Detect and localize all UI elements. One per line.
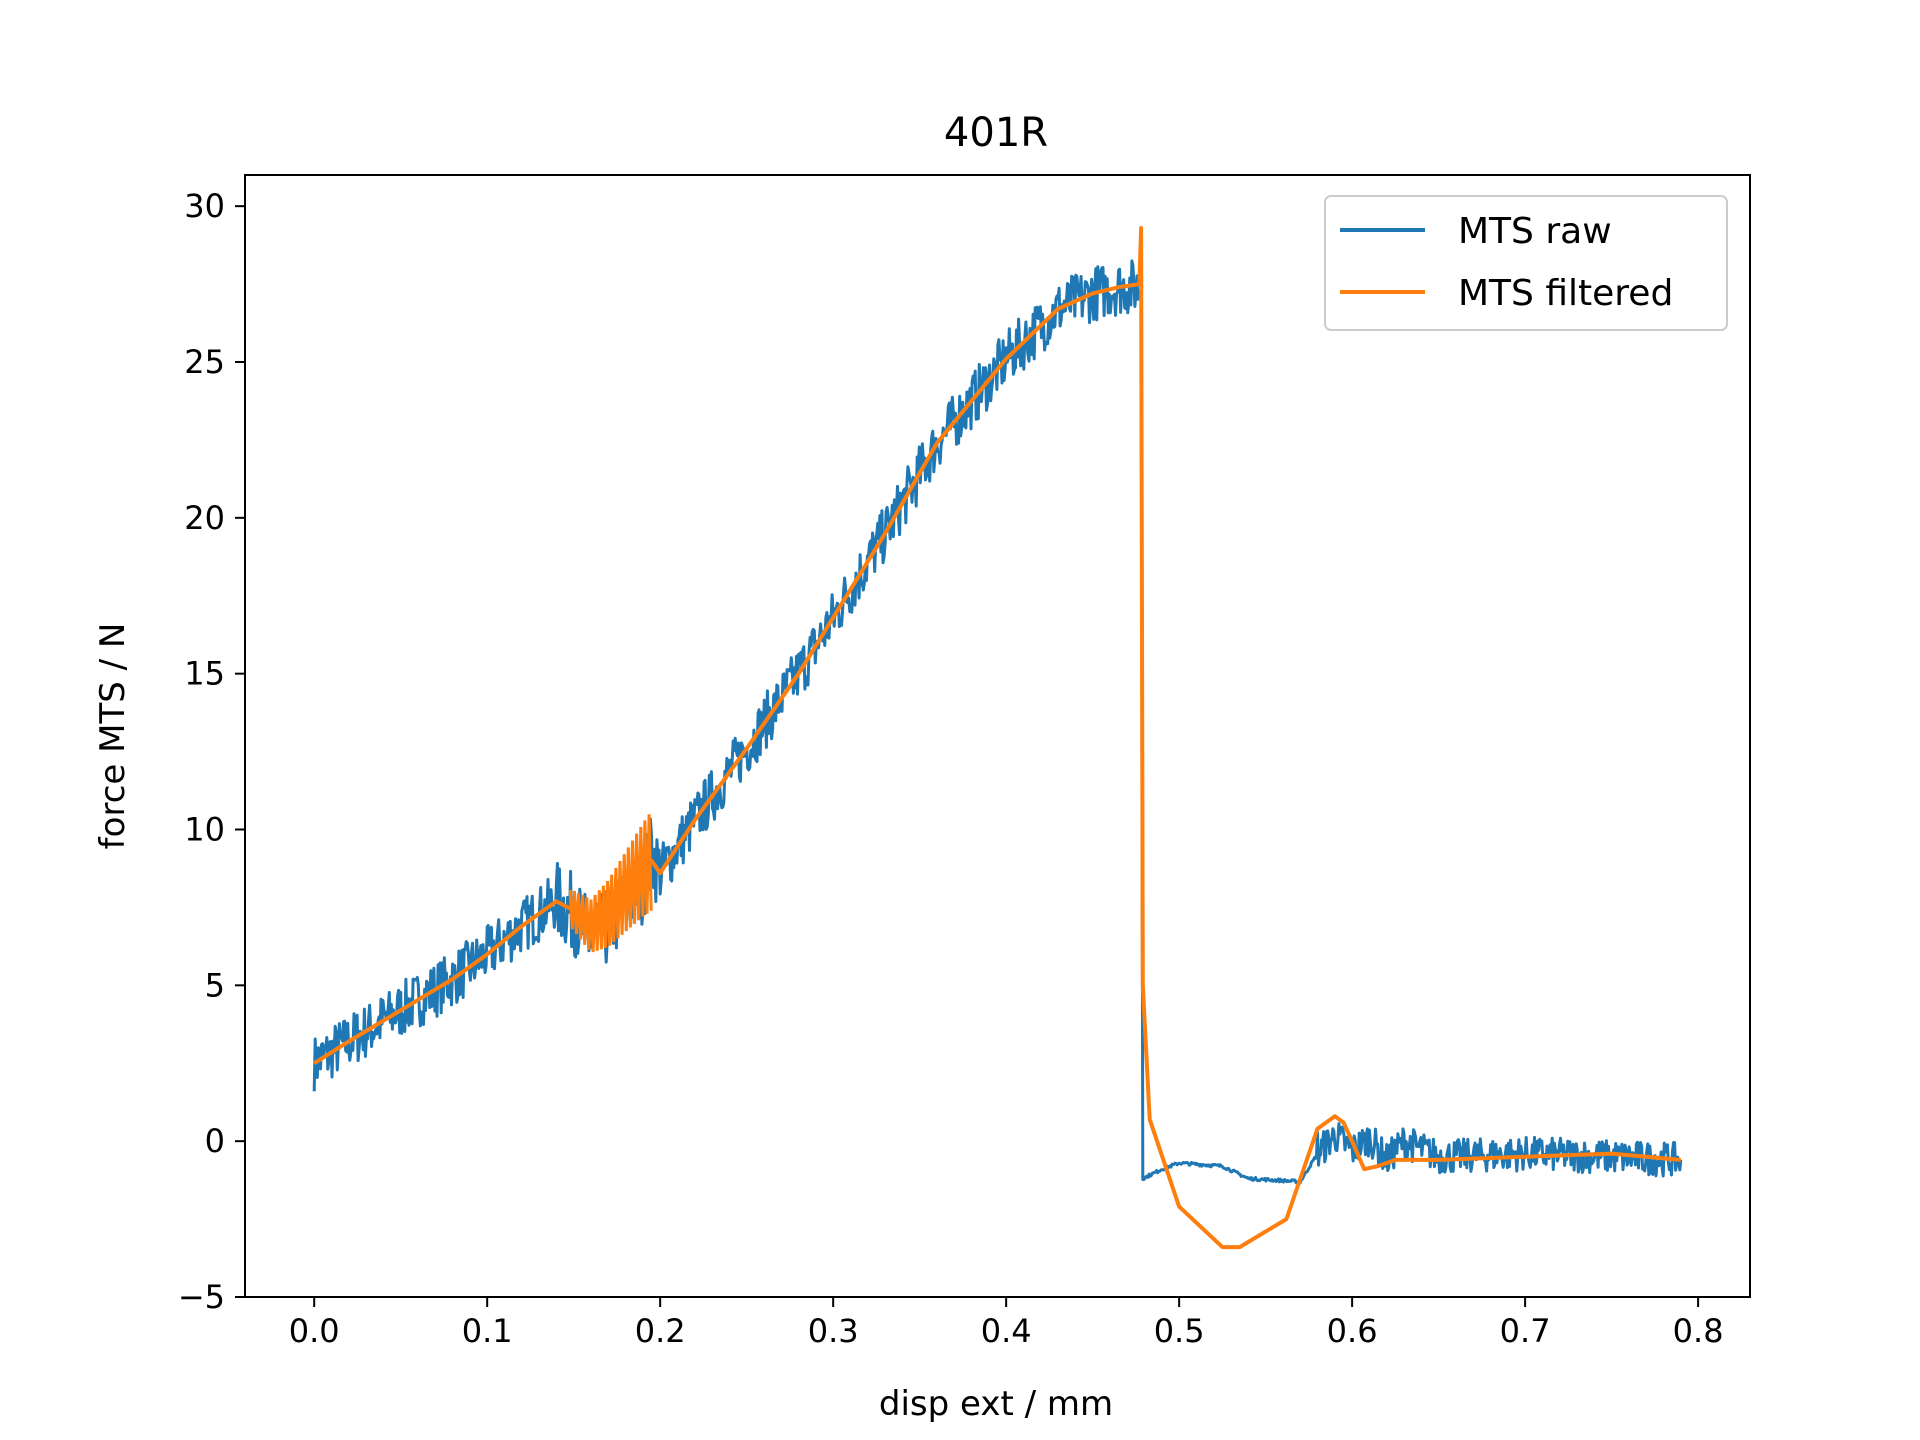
x-tick-label: 0.0	[289, 1312, 340, 1350]
x-tick-label: 0.2	[635, 1312, 686, 1350]
x-tick-label: 0.8	[1673, 1312, 1724, 1350]
chart-title: 401R	[944, 110, 1048, 156]
y-tick-label: 20	[184, 499, 225, 537]
y-tick-label: 25	[184, 343, 225, 381]
x-tick-label: 0.3	[808, 1312, 859, 1350]
x-axis-label: disp ext / mm	[879, 1384, 1113, 1424]
legend-label-mts-filtered: MTS filtered	[1458, 273, 1673, 314]
y-axis: −5 0 5 10 15 20 25 30	[178, 187, 245, 1316]
legend: MTS raw MTS filtered	[1324, 195, 1728, 331]
plot-frame	[244, 174, 1751, 1298]
series-oscillation-mts-filtered	[568, 814, 653, 953]
x-axis: 0.0 0.1 0.2 0.3 0.4 0.5 0.6 0.7 0.8	[289, 1297, 1724, 1350]
y-tick-label: 5	[205, 966, 225, 1004]
series-line-mts-raw	[312, 259, 1683, 1185]
x-tick-label: 0.4	[981, 1312, 1032, 1350]
y-tick-label: 30	[184, 187, 225, 225]
y-tick-label: −5	[178, 1278, 225, 1316]
x-tick-label: 0.1	[462, 1312, 513, 1350]
legend-label-mts-raw: MTS raw	[1458, 211, 1612, 252]
y-tick-label: 15	[184, 655, 225, 693]
x-tick-label: 0.6	[1327, 1312, 1378, 1350]
plot-area	[312, 226, 1683, 1250]
y-tick-label: 10	[184, 811, 225, 849]
legend-box	[1324, 195, 1728, 331]
y-axis-label: force MTS / N	[93, 623, 133, 850]
x-tick-label: 0.5	[1154, 1312, 1205, 1350]
y-tick-label: 0	[205, 1122, 225, 1160]
x-tick-label: 0.7	[1500, 1312, 1551, 1350]
